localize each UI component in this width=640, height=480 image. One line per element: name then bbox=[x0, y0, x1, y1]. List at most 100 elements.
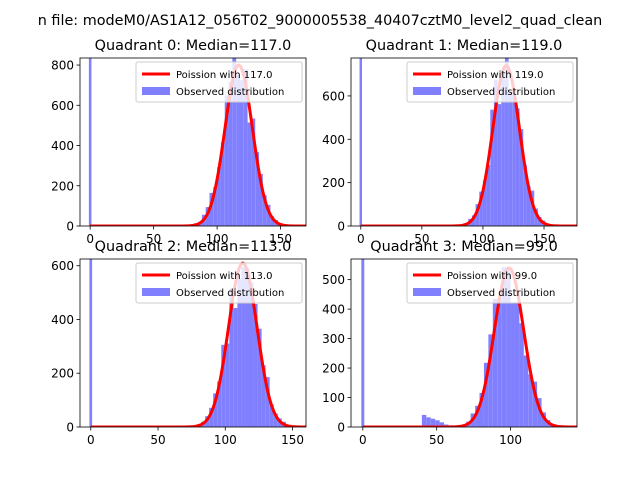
histogram-bar bbox=[532, 381, 538, 427]
histogram-bar bbox=[497, 104, 502, 226]
x-tick-label: 0 bbox=[357, 232, 365, 246]
histogram-bar bbox=[251, 118, 256, 226]
legend-poisson-label: Poission with 113.0 bbox=[176, 271, 272, 282]
quadrant-panel-1: 0 50 100 150 0 200 400 600 Quadrant 1: Median=11… bbox=[322, 38, 578, 246]
x-tick-label: 50 bbox=[146, 232, 161, 246]
histogram-bar bbox=[519, 323, 524, 427]
x-tick-label: 0 bbox=[86, 232, 94, 246]
legend-poisson-label: Poission with 99.0 bbox=[447, 271, 537, 282]
legend-observed-label: Observed distribution bbox=[176, 288, 284, 299]
x-tick-label: 150 bbox=[533, 232, 556, 246]
histogram-bar bbox=[439, 422, 445, 427]
histogram-bar bbox=[479, 392, 484, 427]
histogram-bar bbox=[523, 355, 529, 427]
histogram-bar bbox=[510, 303, 515, 427]
panel-title: Quadrant 3: Median=99.0 bbox=[370, 239, 558, 255]
y-tick-label: 0 bbox=[337, 220, 345, 234]
histogram-bar bbox=[475, 405, 480, 427]
histogram-bar bbox=[482, 180, 487, 226]
histogram-bar bbox=[228, 81, 233, 226]
y-tick-label: 0 bbox=[66, 220, 74, 234]
histogram-bar bbox=[257, 328, 262, 427]
histogram-bar bbox=[241, 267, 246, 427]
histogram-bar bbox=[217, 167, 221, 226]
quadrant-panel-2: 0 50 100 150 0 200 400 600 Quadrant 2: Median=11… bbox=[51, 239, 307, 447]
histogram-bar bbox=[537, 398, 542, 427]
histogram-bar bbox=[528, 374, 533, 427]
histogram-bar bbox=[426, 417, 431, 427]
histogram-bar bbox=[530, 190, 535, 226]
poisson-curve bbox=[362, 266, 577, 427]
histogram-bar bbox=[225, 343, 230, 427]
histogram-bar bbox=[475, 204, 480, 226]
histogram-bar bbox=[209, 192, 214, 226]
y-tick-label: 0 bbox=[66, 421, 74, 435]
panel-title: Quadrant 2: Median=113.0 bbox=[95, 239, 292, 255]
y-tick-label: 200 bbox=[51, 367, 74, 381]
histogram-bar bbox=[534, 208, 538, 226]
poisson-curve bbox=[90, 261, 306, 427]
y-tick-label: 300 bbox=[322, 332, 345, 346]
histogram-bar bbox=[492, 298, 498, 427]
histogram-bar bbox=[217, 381, 222, 427]
histogram-bar bbox=[488, 334, 493, 427]
legend-observed-label: Observed distribution bbox=[447, 288, 555, 299]
histogram-bar bbox=[273, 413, 278, 427]
y-tick-label: 400 bbox=[322, 133, 345, 147]
histogram-bar bbox=[259, 173, 263, 226]
histogram-bar bbox=[243, 69, 248, 226]
axes-frame bbox=[79, 258, 307, 428]
histogram-bar bbox=[490, 109, 494, 226]
y-tick-label: 600 bbox=[51, 259, 74, 273]
legend-observed-label: Observed distribution bbox=[447, 87, 555, 98]
histogram-bar bbox=[270, 216, 275, 226]
histogram-bar-zero-spike bbox=[88, 58, 92, 226]
quadrant-panel-3: 0 50 100 0 100 200 300 400 500 Quadrant 3: Median… bbox=[322, 239, 578, 447]
plot-area bbox=[359, 58, 577, 226]
panel-title: Quadrant 0: Median=117.0 bbox=[95, 38, 292, 54]
histogram-bar bbox=[497, 298, 502, 427]
legend-box bbox=[406, 61, 574, 103]
x-tick-label: 100 bbox=[206, 232, 229, 246]
x-tick-label: 50 bbox=[429, 433, 444, 447]
legend-observed-swatch bbox=[413, 87, 441, 95]
histogram-bar bbox=[245, 268, 250, 427]
histogram-bar bbox=[421, 414, 427, 427]
histogram-bar bbox=[232, 58, 237, 226]
axes-frame bbox=[350, 258, 578, 428]
y-tick-label: 100 bbox=[322, 391, 345, 405]
histogram-bar bbox=[486, 164, 491, 226]
x-tick-label: 100 bbox=[499, 433, 522, 447]
histogram-bar-zero-spike bbox=[89, 259, 93, 427]
y-tick-label: 200 bbox=[322, 176, 345, 190]
histogram-bar bbox=[430, 418, 436, 427]
histogram-bar bbox=[221, 344, 226, 427]
histogram-bar bbox=[213, 186, 218, 226]
figure-suptitle: n file: modeM0/AS1A12_056T02_9000005538_… bbox=[38, 13, 603, 29]
histogram-bar bbox=[237, 278, 242, 427]
legend-observed-label: Observed distribution bbox=[176, 87, 284, 98]
y-tick-label: 0 bbox=[337, 421, 345, 435]
histogram-bar bbox=[249, 282, 254, 427]
poisson-curve bbox=[89, 63, 306, 226]
histogram-bar bbox=[213, 393, 218, 427]
x-tick-label: 50 bbox=[414, 232, 429, 246]
histogram-bar bbox=[247, 122, 252, 226]
histogram-bar bbox=[253, 303, 258, 427]
y-tick-label: 400 bbox=[322, 303, 345, 317]
histogram-bar bbox=[261, 365, 266, 427]
legend-observed-swatch bbox=[413, 288, 441, 296]
y-tick-label: 800 bbox=[51, 59, 74, 73]
plot-area bbox=[361, 259, 577, 427]
y-tick-label: 400 bbox=[51, 313, 74, 327]
histogram-bar bbox=[224, 95, 229, 226]
legend-poisson-label: Poission with 119.0 bbox=[447, 70, 543, 81]
histogram-bar bbox=[236, 75, 240, 226]
y-tick-label: 400 bbox=[51, 139, 74, 153]
x-tick-label: 50 bbox=[150, 433, 165, 447]
axes-frame bbox=[79, 57, 307, 227]
histogram-bar bbox=[269, 404, 274, 427]
histogram-bar bbox=[220, 142, 225, 226]
y-tick-label: 200 bbox=[322, 362, 345, 376]
